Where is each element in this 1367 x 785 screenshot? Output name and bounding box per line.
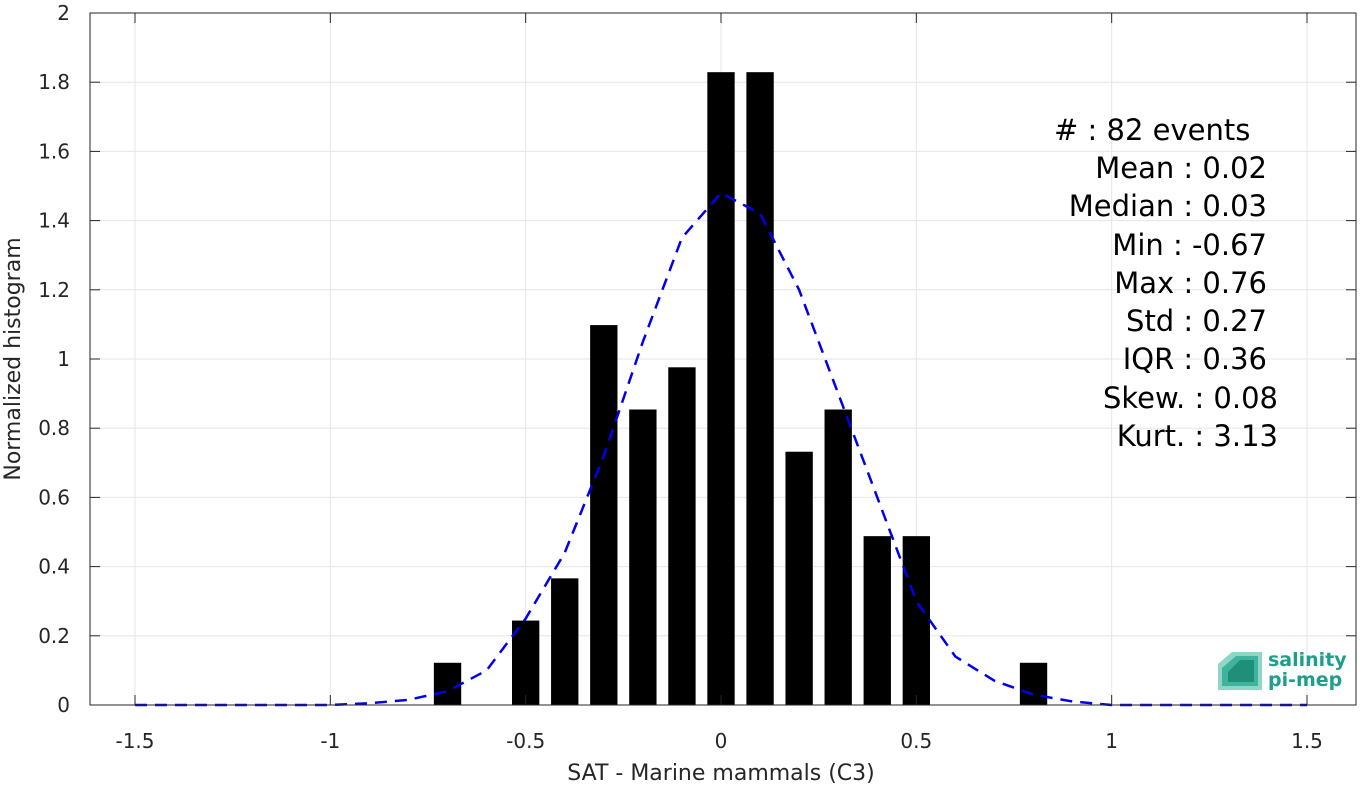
y-tick-label: 1.2	[38, 278, 70, 302]
y-tick-label: 1.8	[38, 70, 70, 94]
salinity-pimep-logo: salinity pi-mep	[1218, 649, 1347, 691]
stats-box: # : 82 events Mean : 0.02 Median : 0.03 …	[1054, 113, 1278, 453]
histogram-bar	[590, 325, 618, 705]
histogram-bar	[746, 72, 774, 705]
stat-kurt: Kurt. : 3.13	[1117, 419, 1278, 453]
histogram-bar	[668, 367, 696, 705]
axis-ticks	[90, 12, 1356, 706]
histogram-bar	[433, 662, 462, 705]
histogram-bar	[1019, 662, 1048, 705]
x-tick-label: -0.5	[506, 729, 545, 753]
logo-mark-icon	[1218, 652, 1262, 690]
x-tick-label: 1.5	[1291, 729, 1323, 753]
x-tick-label: 0	[715, 729, 728, 753]
x-tick-label: 0.5	[900, 729, 932, 753]
histogram-bar	[785, 451, 813, 705]
y-tick-label: 0.6	[38, 485, 70, 509]
y-tick-label: 2	[57, 1, 70, 25]
stat-count: # : 82 events	[1054, 113, 1250, 147]
y-tick-label: 0.4	[38, 555, 70, 579]
stat-median: Median : 0.03	[1069, 189, 1267, 223]
histogram-bar	[629, 409, 657, 705]
y-tick-label: 1	[57, 347, 70, 371]
histogram-bar	[824, 409, 852, 705]
histogram-bar	[551, 578, 579, 705]
logo-line2: pi-mep	[1268, 669, 1342, 691]
histogram-bar	[511, 620, 540, 705]
logo-line1: salinity	[1268, 649, 1347, 671]
histogram-bars	[433, 72, 1048, 705]
stat-min: Min : -0.67	[1112, 228, 1267, 262]
stat-max: Max : 0.76	[1114, 266, 1267, 300]
y-tick-label: 0.8	[38, 416, 70, 440]
y-axis-label: Normalized histogram	[1, 237, 26, 480]
histogram-bar	[863, 536, 891, 705]
stat-std: Std : 0.27	[1126, 304, 1267, 338]
y-tick-label: 0.2	[38, 624, 70, 648]
x-tick-labels: -1.5 -1 -0.5 0 0.5 1 1.5	[115, 729, 1322, 753]
stat-iqr: IQR : 0.36	[1123, 342, 1267, 376]
y-tick-label: 0	[57, 693, 70, 717]
histogram-bar	[902, 536, 931, 705]
stat-skew: Skew. : 0.08	[1103, 381, 1278, 415]
x-tick-label: 1	[1105, 729, 1118, 753]
y-tick-label: 1.6	[38, 139, 70, 163]
stat-mean: Mean : 0.02	[1095, 151, 1267, 185]
x-tick-label: -1	[320, 729, 340, 753]
y-tick-label: 1.4	[38, 209, 70, 233]
y-tick-labels: 0 0.2 0.4 0.6 0.8 1 1.2 1.4 1.6 1.8 2	[38, 1, 70, 717]
x-axis-label: SAT - Marine mammals (C3)	[567, 761, 875, 785]
histogram-bar	[707, 72, 735, 705]
x-tick-label: -1.5	[115, 729, 154, 753]
